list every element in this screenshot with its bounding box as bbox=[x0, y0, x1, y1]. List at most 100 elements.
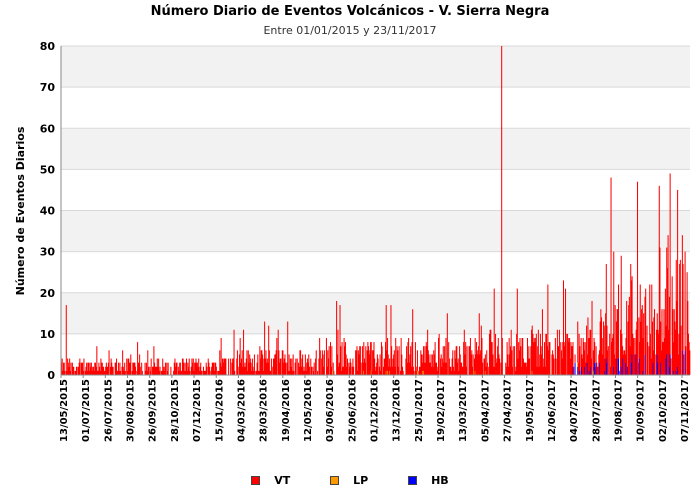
bar-vt bbox=[94, 362, 96, 375]
bar-vt bbox=[251, 358, 253, 375]
bar-vt bbox=[374, 358, 376, 375]
bar-vt bbox=[264, 358, 266, 375]
bar-vt bbox=[595, 346, 597, 363]
bar-lp bbox=[592, 370, 594, 375]
bar-vt bbox=[523, 362, 525, 375]
bar-vt bbox=[512, 346, 514, 375]
bar-vt bbox=[397, 366, 399, 375]
bar-hb bbox=[657, 362, 659, 375]
bar-vt bbox=[529, 358, 531, 375]
bar-vt bbox=[454, 350, 456, 375]
bar-lp bbox=[474, 370, 476, 375]
x-tick-label: 01/12/2016 bbox=[370, 379, 381, 442]
bar-vt bbox=[507, 354, 509, 375]
bar-vt bbox=[294, 362, 296, 375]
bar-vt bbox=[299, 350, 301, 375]
bar-vt bbox=[424, 346, 426, 375]
bar-vt bbox=[682, 263, 684, 375]
bar-vt bbox=[509, 354, 511, 375]
bar-vt bbox=[586, 325, 588, 375]
bar-vt bbox=[440, 354, 442, 375]
bar-vt bbox=[545, 333, 547, 375]
bar-vt bbox=[301, 358, 303, 375]
bar-hb bbox=[652, 362, 654, 375]
bar-vt bbox=[656, 329, 658, 375]
bar-vt bbox=[304, 354, 306, 375]
grid-band bbox=[61, 46, 690, 88]
bar-vt bbox=[617, 309, 619, 375]
bar-vt bbox=[570, 342, 572, 375]
bar-vt bbox=[183, 362, 185, 375]
bar-vt bbox=[283, 358, 285, 375]
bar-lp bbox=[484, 370, 486, 375]
bar-vt bbox=[101, 362, 103, 375]
bar-vt bbox=[418, 370, 420, 375]
bar-vt bbox=[310, 366, 312, 375]
bar-vt bbox=[305, 370, 307, 375]
bar-vt bbox=[127, 358, 129, 375]
bar-hb bbox=[584, 366, 586, 375]
bar-vt bbox=[421, 362, 423, 375]
bar-vt bbox=[272, 366, 274, 375]
bar-vt bbox=[444, 346, 446, 375]
x-tick-label: 30/08/2015 bbox=[126, 379, 137, 442]
bar-vt bbox=[173, 362, 175, 375]
bar-vt bbox=[144, 362, 146, 375]
bar-vt bbox=[380, 342, 382, 375]
bar-vt bbox=[352, 358, 354, 375]
bar-vt bbox=[620, 255, 622, 367]
bar-vt bbox=[628, 305, 630, 375]
bar-vt bbox=[389, 358, 391, 371]
bar-vt bbox=[342, 366, 344, 375]
bar-vt bbox=[290, 366, 292, 375]
bar-vt bbox=[136, 370, 138, 375]
bar-hb bbox=[598, 362, 601, 375]
bar-vt bbox=[92, 366, 94, 375]
y-tick-label: 60 bbox=[40, 122, 56, 135]
bar-vt bbox=[380, 370, 382, 375]
bar-vt bbox=[256, 362, 258, 375]
bar-vt bbox=[666, 268, 668, 375]
bar-vt bbox=[312, 366, 314, 375]
bar-vt bbox=[624, 354, 626, 375]
bar-vt bbox=[408, 337, 410, 375]
bar-vt bbox=[342, 366, 344, 375]
bar-vt bbox=[607, 350, 609, 375]
bar-vt bbox=[427, 329, 429, 375]
grid-band bbox=[61, 169, 690, 211]
bar-vt bbox=[101, 362, 103, 375]
bar-vt bbox=[73, 366, 75, 375]
bar-vt bbox=[538, 366, 540, 375]
bar-vt bbox=[407, 342, 409, 375]
bar-vt bbox=[210, 370, 212, 375]
bar-vt bbox=[442, 358, 444, 375]
bar-vt bbox=[431, 354, 433, 375]
bar-vt bbox=[109, 366, 111, 375]
bar-vt bbox=[371, 370, 373, 375]
bar-vt bbox=[81, 362, 83, 375]
bar-vt bbox=[280, 358, 282, 375]
bar-vt bbox=[526, 366, 528, 375]
bar-hb bbox=[604, 370, 606, 375]
bar-vt bbox=[455, 346, 457, 375]
bar-vt bbox=[61, 362, 63, 375]
bar-vt bbox=[88, 362, 90, 375]
bar-vt bbox=[160, 370, 162, 375]
bar-vt bbox=[85, 366, 87, 375]
bar-vt bbox=[481, 337, 483, 375]
bar-vt bbox=[118, 362, 120, 375]
bar-vt bbox=[204, 370, 206, 375]
bar-vt bbox=[430, 354, 432, 375]
bar-vt bbox=[99, 370, 101, 375]
bar-vt bbox=[640, 321, 642, 375]
bar-vt bbox=[400, 337, 402, 375]
bar-vt bbox=[663, 309, 665, 375]
bar-vt bbox=[531, 325, 533, 371]
bar-vt bbox=[480, 350, 482, 375]
bar-vt bbox=[154, 362, 156, 375]
bar-vt bbox=[363, 342, 365, 371]
bar-vt bbox=[436, 370, 438, 375]
bar-vt bbox=[69, 358, 71, 375]
bar-vt bbox=[560, 350, 562, 375]
bar-vt bbox=[501, 46, 503, 375]
